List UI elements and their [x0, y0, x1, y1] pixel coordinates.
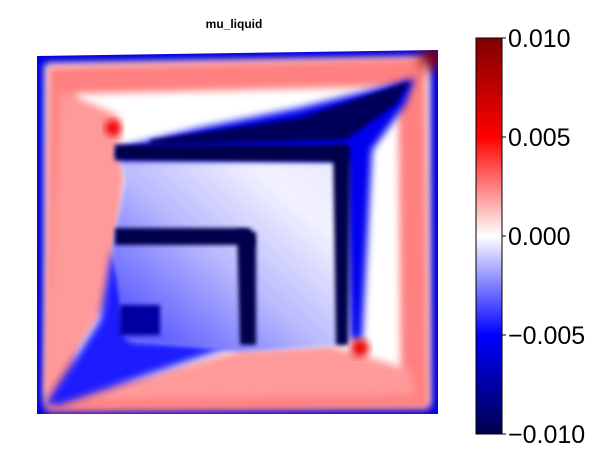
- colorbar-tick-label: −0.005: [508, 322, 585, 350]
- channel-upper-horn: [150, 82, 410, 145]
- channel-inner-horizontal: [115, 228, 255, 245]
- hotspot-lower-right: [351, 339, 369, 357]
- channel-right: [333, 145, 350, 345]
- colorbar-ticks: 0.010 0.005 0.000 −0.005 −0.010: [502, 25, 585, 449]
- chart-title: mu_liquid: [206, 17, 263, 31]
- colorbar-tick-label: 0.010: [508, 25, 571, 53]
- colorbar-gradient: [475, 37, 503, 435]
- channel-inner-vertical: [237, 230, 256, 345]
- colorbar-tick-label: −0.010: [508, 421, 585, 449]
- field-bottom-band: [60, 345, 415, 400]
- colorbar-tick-label: 0.005: [508, 124, 571, 152]
- hotspot-upper-left: [105, 120, 121, 136]
- field-left-band: [45, 90, 125, 400]
- field-small-square: [120, 305, 160, 335]
- hotspot-corner: [420, 50, 438, 70]
- field-inner-region: [112, 145, 348, 352]
- field-lower-left-blue: [45, 250, 235, 405]
- field-outer-border: [37, 50, 438, 414]
- colorbar-tick-label: 0.000: [508, 223, 571, 251]
- heatmap-field: [37, 50, 438, 414]
- channel-top: [115, 145, 345, 162]
- colorbar: 0.010 0.005 0.000 −0.005 −0.010: [475, 25, 585, 449]
